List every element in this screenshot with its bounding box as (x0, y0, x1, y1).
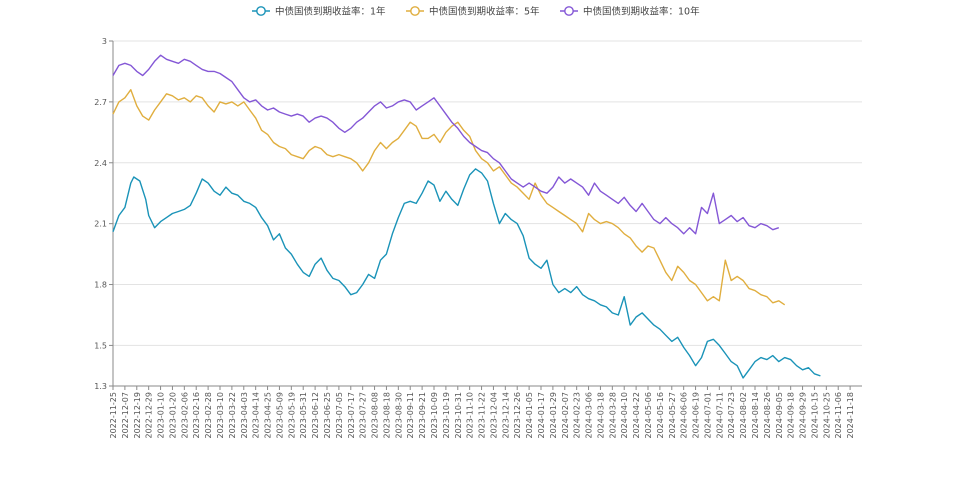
x-tick-label: 2024-04-22 (632, 392, 641, 439)
legend-label: 中债国债到期收益率：1年 (275, 6, 386, 18)
y-tick-label: 1.3 (94, 382, 107, 391)
x-tick-label: 2023-05-19 (287, 392, 296, 439)
x-tick-label: 2024-03-06 (585, 392, 594, 439)
legend-marker (564, 6, 574, 16)
legend-label: 中债国债到期收益率：5年 (429, 6, 540, 18)
x-tick-label: 2023-04-03 (240, 392, 249, 439)
x-tick-label: 2024-10-15 (810, 392, 819, 439)
legend-marker (256, 6, 266, 16)
y-tick-label: 2.4 (94, 159, 107, 168)
x-tick-label: 2024-09-05 (775, 392, 784, 439)
y-tick-label: 1.5 (94, 341, 107, 350)
x-tick-label: 2024-02-23 (573, 392, 582, 439)
x-tick-label: 2024-01-29 (549, 392, 558, 439)
x-tick-label: 2024-07-23 (727, 392, 736, 439)
x-tick-label: 2023-07-05 (335, 392, 344, 439)
x-tick-label: 2023-08-30 (394, 392, 403, 439)
x-tick-label: 2023-03-10 (216, 392, 225, 439)
x-tick-label: 2024-09-29 (799, 392, 808, 439)
y-tick-label: 2.1 (94, 220, 107, 229)
x-tick-label: 2024-11-18 (846, 392, 855, 439)
x-tick-label: 2023-12-04 (489, 392, 498, 439)
y-tick-label: 3 (102, 37, 107, 46)
x-tick-label: 2022-11-25 (109, 392, 118, 439)
y-axis: 1.3 1.5 1.8 2.1 2.4 2.7 3 (94, 37, 114, 391)
x-tick-label: 2023-05-09 (275, 392, 284, 439)
x-tick-label: 2023-10-09 (430, 392, 439, 439)
legend-item[interactable]: 中债国债到期收益率：5年 (406, 6, 540, 18)
x-tick-label: 2024-05-16 (656, 392, 665, 439)
x-tick-label: 2024-05-27 (668, 392, 677, 439)
x-tick-label: 2023-12-14 (501, 392, 510, 439)
x-tick-label: 2023-08-08 (371, 392, 380, 439)
x-tick-label: 2022-12-07 (121, 392, 130, 439)
legend-label: 中债国债到期收益率：10年 (583, 6, 700, 18)
x-tick-label: 2023-07-17 (347, 392, 356, 439)
x-tick-label: 2023-06-25 (323, 392, 332, 439)
x-tick-label: 2022-12-19 (133, 392, 142, 439)
x-tick-label: 2024-09-18 (787, 392, 796, 439)
x-tick-label: 2024-11-06 (834, 392, 843, 439)
x-tick-label: 2023-09-11 (406, 392, 415, 439)
x-tick-label: 2023-06-12 (311, 392, 320, 439)
y-tick-label: 1.8 (94, 281, 107, 290)
x-tick-label: 2023-11-10 (466, 392, 475, 439)
x-tick-label: 2023-02-06 (180, 392, 189, 439)
x-tick-label: 2023-09-21 (418, 392, 427, 439)
x-tick-label: 2024-08-14 (751, 392, 760, 439)
x-tick-label: 2023-11-22 (478, 392, 487, 439)
x-tick-label: 2023-02-28 (204, 392, 213, 439)
series-line-3[interactable] (112, 54, 780, 235)
x-tick-label: 2024-07-01 (703, 392, 712, 439)
x-tick-label: 2023-07-27 (359, 392, 368, 439)
x-tick-label: 2023-02-16 (192, 392, 201, 439)
x-tick-label: 2024-02-07 (561, 392, 570, 439)
x-tick-label: 2023-05-31 (299, 392, 308, 439)
x-tick-label: 2023-04-14 (252, 392, 261, 439)
x-tick-label: 2023-04-25 (264, 392, 273, 439)
x-tick-label: 2023-12-26 (513, 392, 522, 439)
x-axis: 2022-11-25 2022-12-07 2022-12-19 2022-12-29… (109, 385, 862, 439)
x-tick-label: 2023-10-19 (442, 392, 451, 439)
x-tick-label: 2022-12-29 (145, 392, 154, 439)
legend-marker (410, 6, 420, 16)
x-tick-label: 2024-10-25 (822, 392, 831, 439)
x-tick-label: 2023-03-22 (228, 392, 237, 439)
x-tick-label: 2024-07-11 (715, 392, 724, 439)
x-tick-label: 2024-01-05 (525, 392, 534, 439)
x-tick-label: 2023-08-18 (382, 392, 391, 439)
x-tick-label: 2024-04-10 (620, 392, 629, 439)
legend[interactable]: 中债国债到期收益率：1年 中债国债到期收益率：5年 中债国债到期收益率：10年 (252, 6, 700, 18)
x-tick-label: 2023-01-20 (168, 392, 177, 439)
x-tick-label: 2024-03-18 (596, 392, 605, 439)
x-tick-label: 2023-10-31 (454, 392, 463, 439)
legend-item[interactable]: 中债国债到期收益率：10年 (560, 6, 700, 18)
x-tick-label: 2024-01-17 (537, 392, 546, 439)
x-tick-label: 2024-06-06 (680, 392, 689, 439)
legend-item[interactable]: 中债国债到期收益率：1年 (252, 6, 386, 18)
x-tick-label: 2023-01-10 (157, 392, 166, 439)
x-tick-label: 2024-08-26 (763, 392, 772, 439)
series-line-1[interactable] (112, 168, 821, 379)
y-tick-label: 2.7 (94, 98, 107, 107)
gridlines (113, 40, 862, 387)
x-tick-label: 2024-05-06 (644, 392, 653, 439)
x-tick-label: 2024-03-28 (608, 392, 617, 439)
x-tick-label: 2024-08-02 (739, 392, 748, 439)
x-tick-label: 2024-06-19 (692, 392, 701, 439)
series-line-2[interactable] (112, 89, 786, 306)
series-lines (112, 54, 821, 379)
